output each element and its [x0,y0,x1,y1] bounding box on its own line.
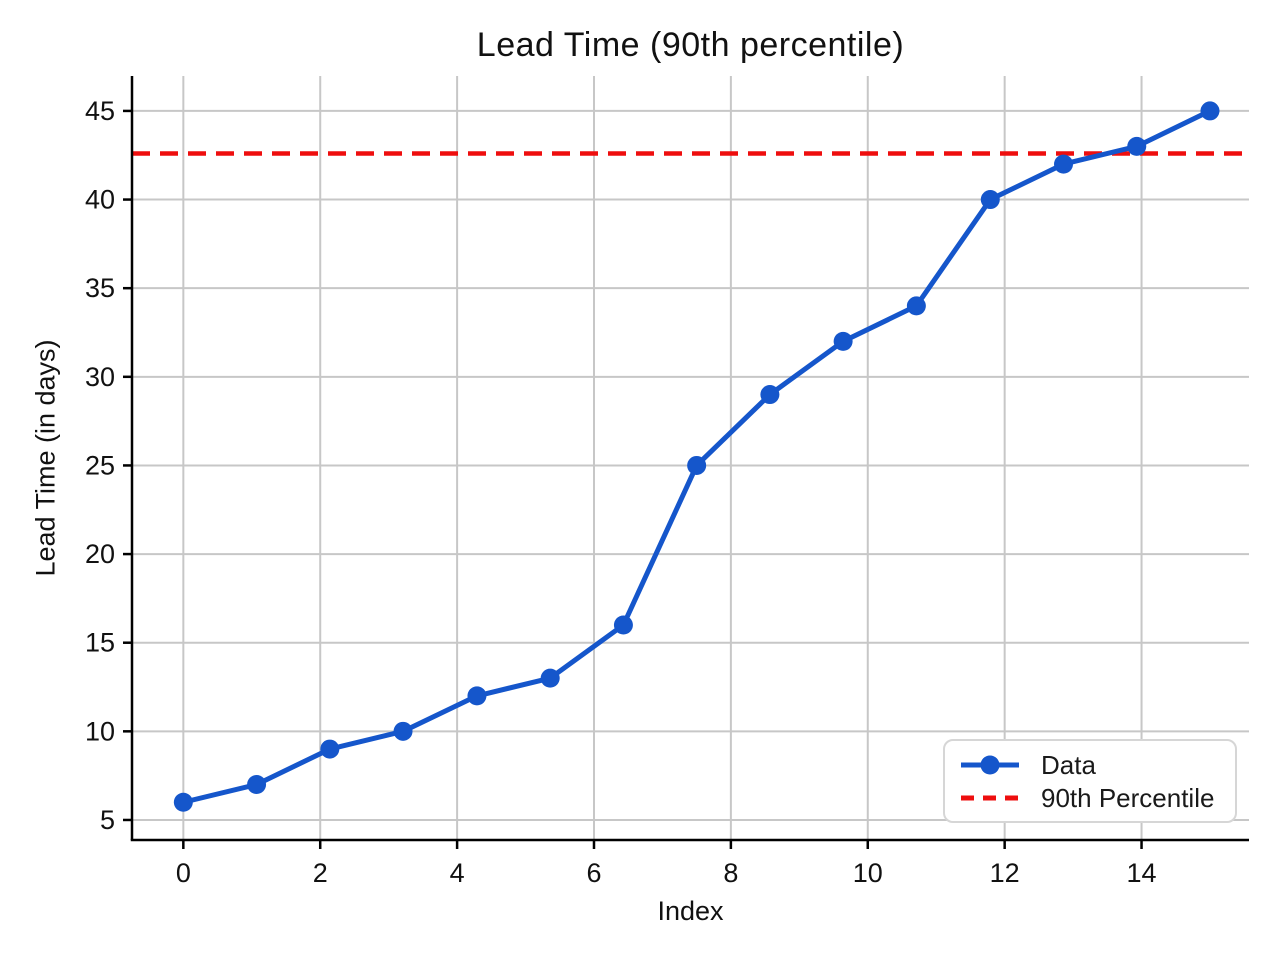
data-point [760,385,780,405]
legend-label-data: Data [1041,749,1096,780]
y-tick-label: 5 [100,805,115,835]
x-tick-label: 14 [1127,858,1157,888]
legend-item-percentile: 90th Percentile [959,785,1221,811]
axes-spines [130,76,1249,842]
x-tick-label: 2 [313,858,328,888]
data-series-swatch-icon [961,755,1019,774]
data-point [980,190,1000,210]
data-point [687,455,707,475]
data-point [173,792,193,812]
percentile-swatch-icon [961,795,1019,800]
y-tick-label: 25 [85,450,115,480]
data-point [1200,101,1220,121]
gridlines [132,76,1249,840]
x-tick-label: 0 [176,858,191,888]
x-axis-ticks: 0 2 4 6 8 10 12 14 [176,840,1157,888]
legend-label-percentile: 90th Percentile [1041,782,1215,813]
x-tick-label: 12 [990,858,1020,888]
data-point [906,296,926,316]
data-point [613,615,633,635]
x-tick-label: 4 [450,858,465,888]
x-tick-label: 10 [853,858,883,888]
y-axis-ticks: 5 10 15 20 25 30 35 40 45 [85,96,132,835]
y-tick-label: 45 [85,96,115,126]
y-tick-label: 10 [85,716,115,746]
legend: Data 90th Percentile [943,739,1237,823]
x-tick-label: 8 [723,858,738,888]
y-tick-label: 40 [85,185,115,215]
y-tick-label: 35 [85,273,115,303]
x-axis-label: Index [657,896,724,926]
data-points [173,101,1220,812]
data-point [247,775,267,795]
chart-title: Lead Time (90th percentile) [476,26,905,64]
data-point [1127,136,1147,156]
x-tick-label: 6 [586,858,601,888]
data-point [540,668,560,688]
y-tick-label: 15 [85,628,115,658]
y-axis-label: Lead Time (in days) [30,339,61,577]
data-point [320,739,340,759]
y-tick-label: 20 [85,539,115,569]
data-point [393,721,413,741]
legend-item-data: Data [959,752,1221,778]
data-point [467,686,487,706]
data-point [833,331,853,351]
y-tick-label: 30 [85,362,115,392]
data-point [1054,154,1074,174]
